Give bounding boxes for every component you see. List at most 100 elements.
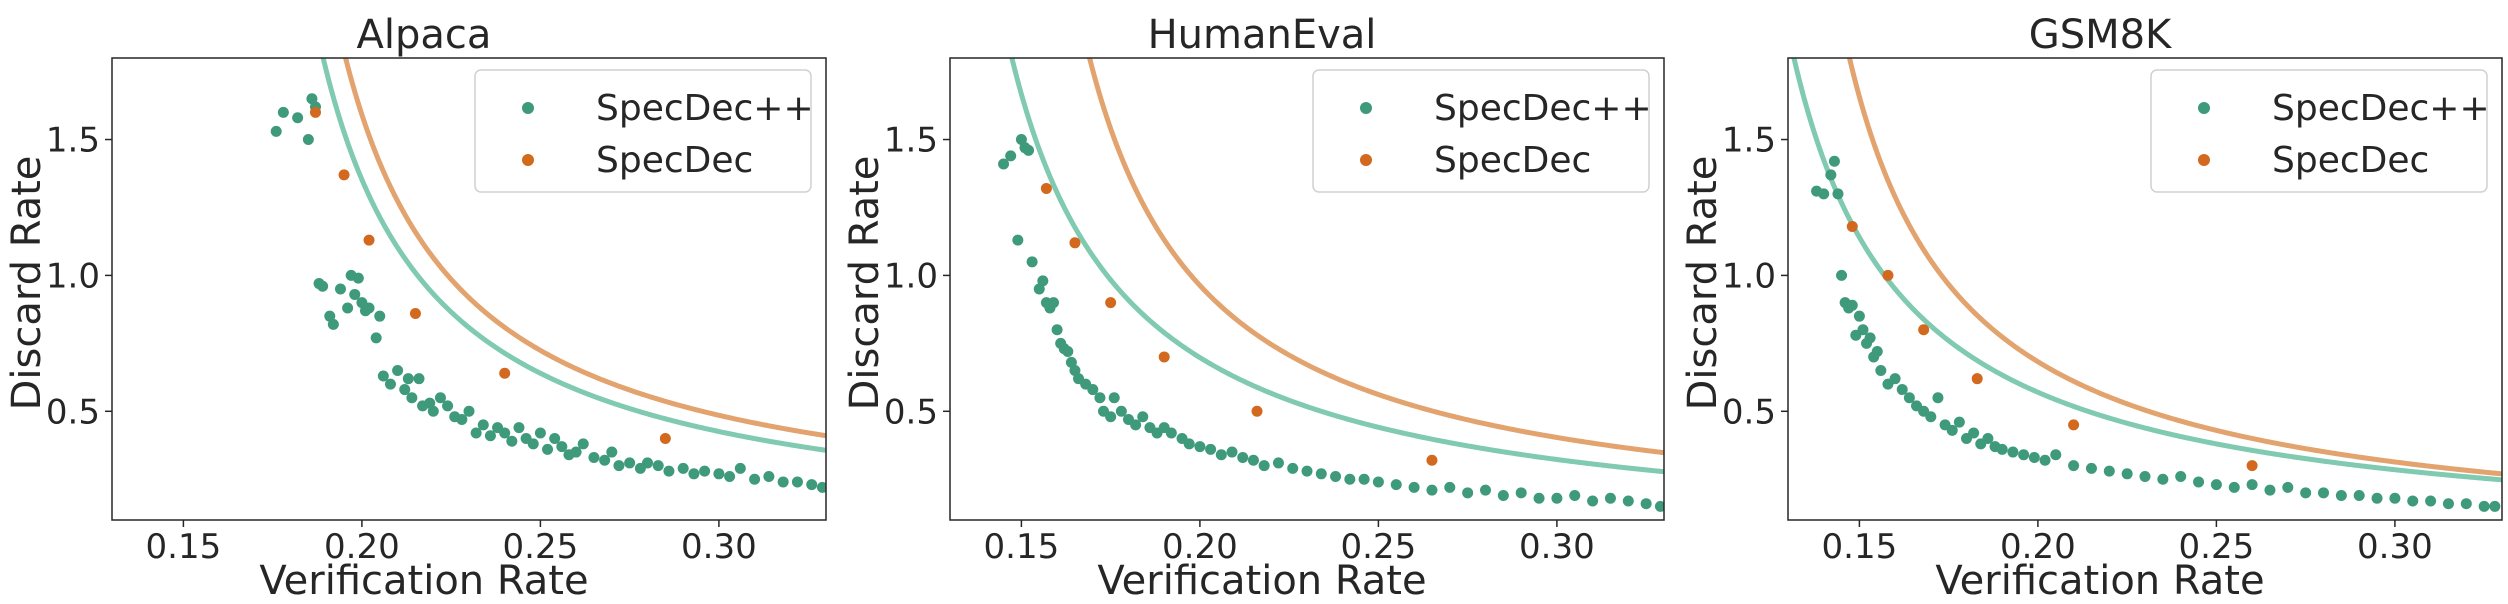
y-axis-label: Discard Rate <box>4 156 50 411</box>
data-point-specdecpp <box>1853 310 1865 322</box>
data-point-specdecpp <box>2318 487 2329 499</box>
data-point-specdecpp <box>1237 451 1249 463</box>
data-point-specdecpp <box>2007 446 2019 458</box>
data-point-specdec <box>1105 297 1117 309</box>
data-point-specdecpp <box>2193 476 2205 488</box>
data-point-specdecpp <box>292 112 304 124</box>
data-point-specdecpp <box>549 432 561 444</box>
data-point-specdecpp <box>556 441 568 453</box>
data-point-specdec <box>338 169 350 181</box>
panel-title: GSM8K <box>2029 12 2173 58</box>
data-point-specdecpp <box>1183 438 1195 450</box>
y-tick-label: 1.5 <box>46 121 100 161</box>
data-point-specdec <box>2068 419 2080 431</box>
x-tick-label: 0.25 <box>503 527 579 567</box>
data-point-specdecpp <box>1622 495 1634 507</box>
plot-area <box>1791 58 2502 512</box>
data-point-specdec <box>1158 351 1170 363</box>
data-point-specdecpp <box>1953 416 1965 428</box>
data-point-specdecpp <box>434 392 446 404</box>
data-point-specdecpp <box>1825 169 1837 181</box>
data-point-specdecpp <box>399 384 411 396</box>
data-point-specdecpp <box>1932 392 1944 404</box>
data-point-specdec <box>499 367 511 379</box>
legend: SpecDec++ SpecDec <box>1312 69 1652 193</box>
data-point-specdecpp <box>1818 188 1830 200</box>
x-axis-label: Verification Rate <box>259 558 588 604</box>
data-point-specdecpp <box>413 373 425 385</box>
data-point-specdecpp <box>1372 476 1384 488</box>
data-point-specdecpp <box>1287 462 1299 474</box>
panel-title: HumanEval <box>1148 12 1377 58</box>
data-point-specdecpp <box>724 471 736 483</box>
data-point-specdecpp <box>1005 150 1017 162</box>
data-point-specdecpp <box>1408 481 1420 493</box>
data-point-specdec <box>409 307 421 319</box>
data-point-specdecpp <box>1480 484 1491 496</box>
y-tick-label: 1.0 <box>884 256 938 296</box>
data-point-specdecpp <box>2389 492 2401 504</box>
panel-humaneval: HumanEval Verification Rate Discard Rate… <box>842 12 1665 604</box>
data-point-specdecpp <box>1194 441 1206 453</box>
data-point-specdecpp <box>2425 495 2437 507</box>
data-point-specdecpp <box>499 427 511 439</box>
data-point-specdecpp <box>1996 443 2008 455</box>
data-point-specdecpp <box>2028 451 2040 463</box>
data-point-specdecpp <box>1108 392 1120 404</box>
data-point-specdecpp <box>1012 234 1024 246</box>
data-point-specdecpp <box>1094 392 1106 404</box>
data-point-specdecpp <box>384 378 396 390</box>
data-point-specdecpp <box>1315 468 1327 480</box>
data-point-specdecpp <box>427 405 439 417</box>
panel-title: Alpaca <box>357 12 492 58</box>
legend-marker-specdec <box>522 154 534 166</box>
data-point-specdecpp <box>1462 487 1474 499</box>
data-point-specdecpp <box>1301 465 1313 477</box>
data-point-specdecpp <box>2407 495 2419 507</box>
y-tick-label: 1.5 <box>884 121 938 161</box>
y-tick-label: 0.5 <box>46 392 100 432</box>
data-point-specdecpp <box>1087 384 1099 396</box>
data-point-specdecpp <box>374 310 386 322</box>
data-point-specdecpp <box>2353 490 2365 502</box>
data-point-specdec <box>1069 237 1081 249</box>
data-point-specdecpp <box>1968 427 1980 439</box>
data-point-specdecpp <box>606 446 618 458</box>
legend: SpecDec++ SpecDec <box>474 69 814 193</box>
data-point-specdecpp <box>477 419 489 431</box>
data-point-specdecpp <box>1836 269 1848 281</box>
data-point-specdecpp <box>1026 256 1038 268</box>
data-point-specdecpp <box>327 318 339 330</box>
data-point-specdecpp <box>2478 500 2490 512</box>
x-tick-label: 0.15 <box>984 527 1060 567</box>
data-point-specdec <box>1040 182 1052 194</box>
data-point-specdecpp <box>577 438 589 450</box>
data-point-specdec <box>1426 454 1438 466</box>
data-point-specdecpp <box>463 405 475 417</box>
data-point-specdecpp <box>791 476 803 488</box>
data-point-specdecpp <box>1272 457 1284 469</box>
x-tick-label: 0.20 <box>324 527 400 567</box>
data-point-specdecpp <box>317 280 329 292</box>
legend-marker-specdecpp <box>522 102 534 114</box>
legend-marker-specdecpp <box>1360 102 1372 114</box>
data-point-specdecpp <box>713 468 725 480</box>
data-point-specdecpp <box>542 443 554 455</box>
y-tick-label: 1.5 <box>1722 121 1776 161</box>
data-point-specdecpp <box>513 422 525 434</box>
data-point-specdecpp <box>2068 460 2080 472</box>
data-point-specdecpp <box>270 125 282 137</box>
data-point-specdecpp <box>2246 479 2258 491</box>
data-point-specdecpp <box>1426 484 1438 496</box>
data-point-specdecpp <box>1215 449 1227 461</box>
data-point-specdecpp <box>652 460 664 472</box>
x-tick-label: 0.25 <box>2179 527 2255 567</box>
data-point-specdecpp <box>2103 465 2115 477</box>
x-tick-label: 0.15 <box>146 527 222 567</box>
data-point-specdecpp <box>1023 144 1035 156</box>
data-point-specdecpp <box>442 400 454 412</box>
legend-label-specdecpp: SpecDec++ <box>1434 88 1652 129</box>
data-point-specdec <box>1971 373 1983 385</box>
